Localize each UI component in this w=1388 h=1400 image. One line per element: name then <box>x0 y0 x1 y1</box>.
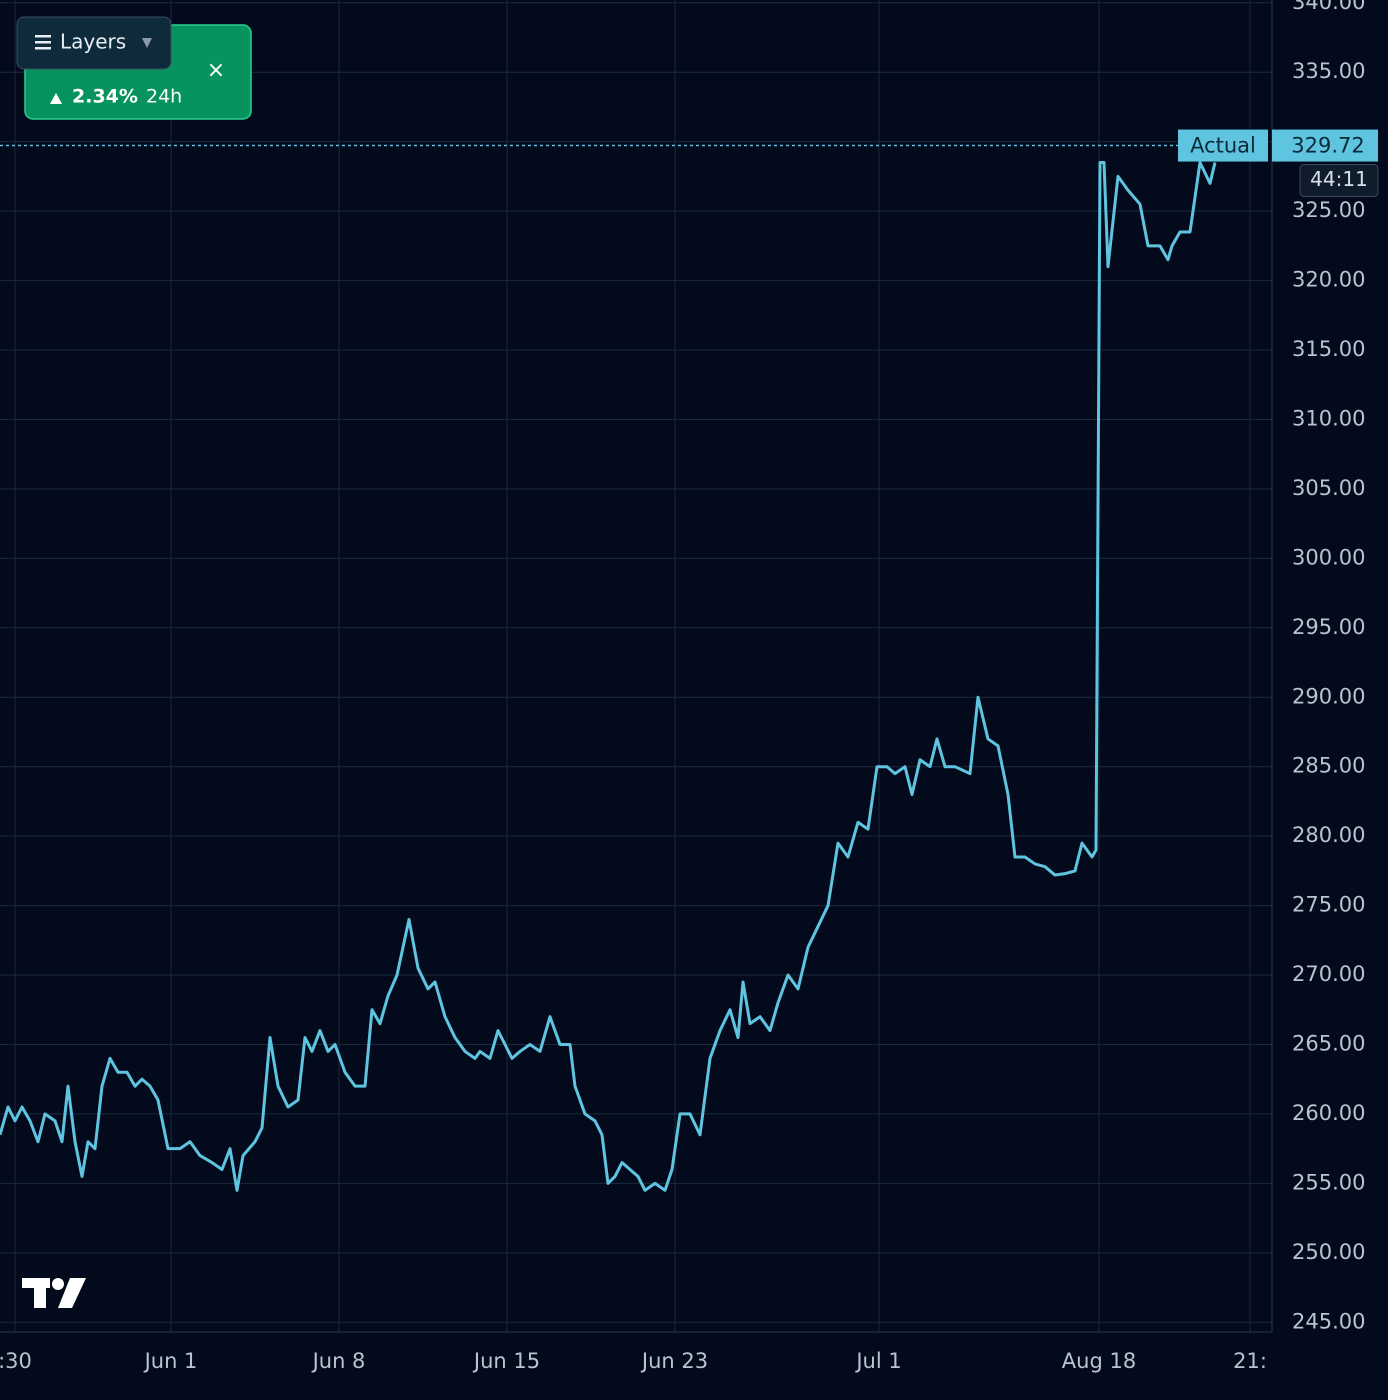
x-tick-label: Jun 1 <box>143 1349 198 1373</box>
dropdown-caret <box>142 38 152 48</box>
x-tick-label: Jun 15 <box>472 1349 540 1373</box>
x-tick-label: Jun 8 <box>311 1349 366 1373</box>
y-tick-label: 315.00 <box>1292 337 1365 361</box>
up-arrow <box>50 93 62 104</box>
change: 2.34% <box>72 86 138 108</box>
y-tick-label: 340.00 <box>1292 0 1365 14</box>
y-tick-label: 255.00 <box>1292 1170 1365 1194</box>
close-button[interactable]: × <box>207 58 225 83</box>
y-tick-label: 275.00 <box>1292 893 1365 917</box>
y-tick-label: 310.00 <box>1292 406 1365 430</box>
y-tick-label: 290.00 <box>1292 684 1365 708</box>
y-tick-label: 335.00 <box>1292 59 1365 83</box>
y-tick-label: 320.00 <box>1292 268 1365 292</box>
countdown: 44:11 <box>1310 167 1368 191</box>
x-tick-label: Jun 23 <box>640 1349 708 1373</box>
layers-label[interactable]: Layers <box>60 30 126 54</box>
y-tick-label: 245.00 <box>1292 1309 1365 1333</box>
tv-logo <box>22 1278 86 1308</box>
price-line <box>0 161 1217 1192</box>
x-tick-label: :30 <box>0 1349 32 1373</box>
y-tick-label: 305.00 <box>1292 476 1365 500</box>
widget: × 2.34% 24h Layers <box>16 16 252 120</box>
y-tick-label: 295.00 <box>1292 615 1365 639</box>
x-tick-label: Jul 1 <box>854 1349 901 1373</box>
y-tick-label: 260.00 <box>1292 1101 1365 1125</box>
price-tag <box>1272 129 1378 162</box>
y-tick-label: 280.00 <box>1292 823 1365 847</box>
menu-icon <box>35 35 51 50</box>
y-tick-label: 270.00 <box>1292 962 1365 986</box>
y-tick-label: 265.00 <box>1292 1031 1365 1055</box>
price-label: 329.72 <box>1291 134 1364 158</box>
y-tick-label: 300.00 <box>1292 545 1365 569</box>
x-tick-label: Aug 18 <box>1062 1349 1136 1373</box>
y-tick-label: 325.00 <box>1292 198 1365 222</box>
countdown-box <box>1299 164 1379 198</box>
y-tick-label: 250.00 <box>1292 1240 1365 1264</box>
layers-button[interactable] <box>16 16 172 70</box>
actual-tag <box>1178 129 1268 162</box>
y-tick-label: 285.00 <box>1292 754 1365 778</box>
period: 24h <box>146 86 182 108</box>
x-tick-label: 21: <box>1233 1349 1267 1373</box>
actual-label: Actual <box>1190 134 1256 158</box>
